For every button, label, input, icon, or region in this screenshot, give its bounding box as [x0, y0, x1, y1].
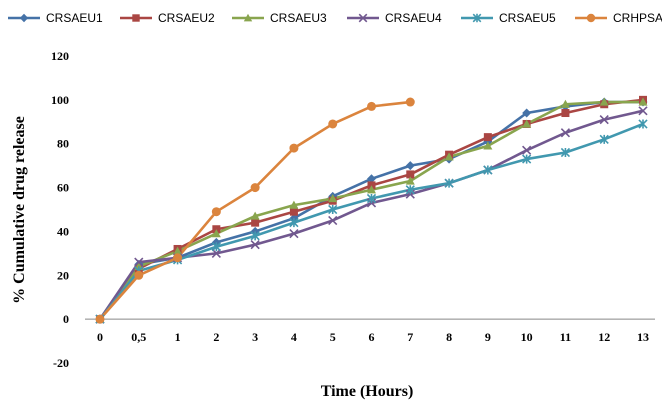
legend-marker	[358, 13, 368, 23]
data-point-crsaeu2	[561, 109, 570, 118]
data-point-crhpsai	[405, 97, 415, 107]
y-tick-label: 40	[57, 224, 69, 238]
legend-label: CRSAEU2	[158, 11, 215, 25]
data-point-crsaeu3	[599, 97, 609, 106]
data-point-crhpsai	[134, 270, 144, 280]
data-point-crsaeu1	[367, 174, 376, 184]
x-axis-title: Time (Hours)	[321, 383, 414, 400]
data-point-crsaeu4	[289, 229, 299, 239]
data-point-crsaeu4	[522, 145, 532, 155]
data-point-crsaeu5	[560, 147, 571, 158]
data-point-crsaeu2	[406, 170, 415, 179]
data-point-crhpsai	[250, 183, 260, 193]
data-point-crsaeu5	[638, 119, 648, 129]
legend-label: CRSAEU4	[385, 11, 442, 25]
series-line-crsaeu2	[98, 98, 644, 320]
data-point-crsaeu3	[211, 229, 221, 238]
x-tick-label: 0,5	[131, 330, 146, 344]
data-point-crsaeu4	[599, 114, 609, 125]
x-tick-label: 10	[521, 330, 533, 344]
legend-marker	[132, 14, 140, 22]
y-axis-title: % Cumulative drug release	[11, 116, 28, 304]
data-point-crsaeu5	[211, 242, 221, 252]
x-tick-label: 12	[598, 330, 610, 344]
data-point-crsaeu4	[211, 248, 221, 258]
x-tick-label: 2	[213, 330, 219, 344]
data-point-crsaeu5	[522, 154, 532, 164]
y-tick-label: 60	[57, 181, 69, 195]
data-point-crsaeu3	[367, 185, 376, 194]
data-point-crhpsai	[289, 143, 299, 153]
x-tick-label: 6	[369, 330, 375, 344]
y-tick-label: 0	[63, 312, 69, 326]
data-point-crsaeu4	[134, 257, 144, 267]
series-line-crsaeu5	[98, 122, 644, 320]
data-point-crsaeu4	[250, 239, 260, 250]
data-point-crsaeu5	[289, 218, 299, 228]
x-tick-label: 3	[252, 330, 258, 344]
series-lines	[98, 98, 644, 321]
data-point-crsaeu5	[366, 193, 377, 204]
legend-marker	[472, 13, 482, 23]
data-point-crsaeu3	[328, 194, 338, 203]
data-point-crsaeu5	[483, 165, 493, 175]
x-tick-label: 7	[407, 330, 413, 344]
y-tick-label: 100	[51, 93, 69, 107]
data-point-crsaeu3	[173, 246, 183, 255]
data-point-crsaeu2	[483, 133, 492, 142]
data-point-crsaeu5	[250, 231, 260, 241]
data-point-crsaeu1	[405, 161, 415, 171]
data-point-crhpsai	[211, 207, 221, 217]
legend-marker	[19, 13, 29, 23]
data-point-crsaeu3	[560, 99, 570, 108]
series-line-crhpsai	[99, 100, 411, 321]
legend-label: CRSAEU3	[270, 11, 327, 25]
x-tick-label: 5	[330, 330, 336, 344]
x-tick-label: 8	[446, 330, 452, 344]
data-point-crhpsai	[328, 119, 338, 129]
data-point-crsaeu5	[444, 178, 454, 188]
data-point-crsaeu4	[638, 106, 648, 116]
data-point-crsaeu5	[405, 185, 415, 195]
data-point-crsaeu4	[560, 128, 571, 138]
legend-marker	[243, 13, 253, 22]
x-axis-ticks: 0 0,5 1 2 3 4 5 6 7 8 9 10 11 12 13	[97, 330, 649, 344]
y-tick-label: -20	[53, 356, 69, 370]
x-tick-label: 11	[560, 330, 571, 344]
data-point-crsaeu5	[328, 204, 338, 215]
x-tick-label: 9	[485, 330, 491, 344]
data-point-crhpsai	[95, 314, 105, 324]
y-tick-label: 80	[57, 137, 69, 151]
data-point-crhpsai	[367, 101, 376, 111]
legend-label: CRHPSAI	[613, 11, 662, 25]
y-tick-label: 120	[51, 49, 69, 63]
legend-marker	[586, 13, 596, 23]
series-markers	[95, 95, 648, 324]
data-point-crsaeu1	[522, 108, 532, 118]
legend-label: CRSAEU5	[499, 11, 556, 25]
legend-label: CRSAEU1	[46, 11, 103, 25]
y-axis-ticks: -20 0 20 40 60 80 100 120	[51, 49, 69, 370]
x-tick-label: 4	[291, 330, 297, 344]
data-point-crsaeu3	[405, 176, 415, 185]
data-point-crsaeu3	[638, 97, 648, 106]
data-point-crsaeu5	[599, 134, 609, 144]
data-point-crsaeu3	[522, 119, 532, 128]
data-point-crsaeu3	[483, 141, 493, 150]
data-point-crsaeu3	[250, 211, 260, 220]
x-tick-label: 13	[637, 330, 649, 344]
data-point-crsaeu2	[251, 218, 260, 227]
legend: CRSAEU1 CRSAEU2 CRSAEU3 CRSAEU4 CRSAEU5 CRHPS…	[8, 11, 662, 25]
y-tick-label: 20	[57, 268, 69, 282]
series-line-crsaeu4	[98, 109, 644, 320]
data-point-crsaeu3	[444, 152, 454, 161]
data-point-crsaeu4	[328, 215, 338, 226]
data-point-crsaeu3	[289, 200, 299, 209]
x-tick-label: 1	[175, 330, 181, 344]
x-tick-label: 0	[97, 330, 103, 344]
data-point-crsaeu2	[289, 207, 298, 216]
data-point-crhpsai	[173, 253, 183, 263]
